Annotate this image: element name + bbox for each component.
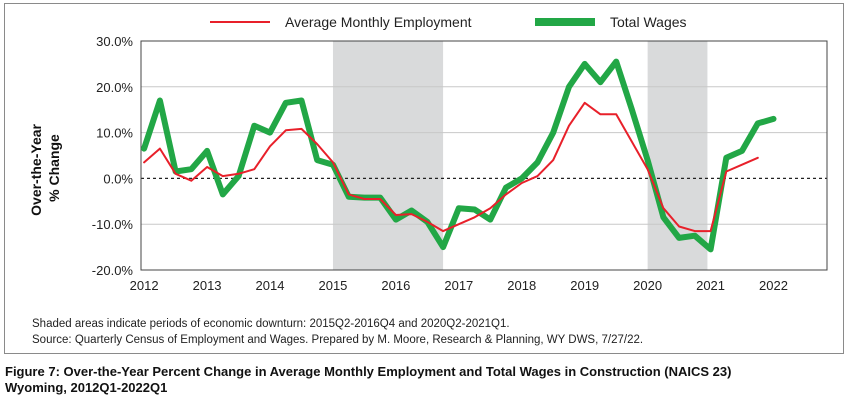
y-tick-label-5: -10.0% <box>92 217 134 232</box>
x-tick-label-2018: 2018 <box>507 278 536 293</box>
series-lines <box>141 58 777 253</box>
legend-label-employment: Average Monthly Employment <box>285 14 472 30</box>
legend-label-total-wages: Total Wages <box>610 14 687 30</box>
y-axis-label-line-1: Over-the-Year <box>28 123 44 215</box>
x-tick-label-2020: 2020 <box>633 278 662 293</box>
y-axis-label-line-2: % Change <box>46 134 62 202</box>
x-tick-labels: 2012 2013 2014 2015 2016 2017 2018 2019 2020 2021… <box>130 278 788 293</box>
series-line-employment <box>143 101 759 233</box>
chart-figure: 30.0% 20.0% 10.0% 0.0% -10.0% -20.0% 2012 2013… <box>4 3 844 354</box>
y-tick-label-4: 0.0% <box>103 171 133 186</box>
x-tick-label-2014: 2014 <box>256 278 285 293</box>
y-tick-label-3: 10.0% <box>96 126 133 141</box>
x-tick-label-2013: 2013 <box>193 278 222 293</box>
x-tick-label-2016: 2016 <box>381 278 410 293</box>
series-line-total-wages <box>141 58 777 253</box>
x-tick-label-2015: 2015 <box>318 278 347 293</box>
shaded-area-note: Shaded areas indicate periods of economi… <box>32 318 510 330</box>
x-tick-label-2012: 2012 <box>130 278 159 293</box>
legend: Average Monthly Employment Total Wages <box>210 14 687 30</box>
figure-caption: Figure 7: Over-the-Year Percent Change i… <box>5 364 845 396</box>
x-tick-label-2019: 2019 <box>570 278 599 293</box>
caption-line-1: Figure 7: Over-the-Year Percent Change i… <box>5 364 732 379</box>
y-tick-label-6: -20.0% <box>92 263 134 278</box>
plot-border <box>140 40 828 271</box>
y-tick-label-1: 30.0% <box>96 34 133 49</box>
x-tick-label-2022: 2022 <box>759 278 788 293</box>
source-note: Source: Quarterly Census of Employment a… <box>32 334 644 346</box>
caption-line-2: Wyoming, 2012Q1-2022Q1 <box>5 380 168 395</box>
x-tick-label-2021: 2021 <box>696 278 725 293</box>
shaded-period-1 <box>332 41 444 270</box>
shaded-periods <box>332 41 708 270</box>
line-chart: 30.0% 20.0% 10.0% 0.0% -10.0% -20.0% 2012 2013… <box>28 14 828 293</box>
y-axis-label: Over-the-Year % Change <box>28 120 62 216</box>
y-tick-labels: 30.0% 20.0% 10.0% 0.0% -10.0% -20.0% <box>92 34 134 278</box>
y-tick-label-2: 20.0% <box>96 80 133 95</box>
x-tick-label-2017: 2017 <box>444 278 473 293</box>
